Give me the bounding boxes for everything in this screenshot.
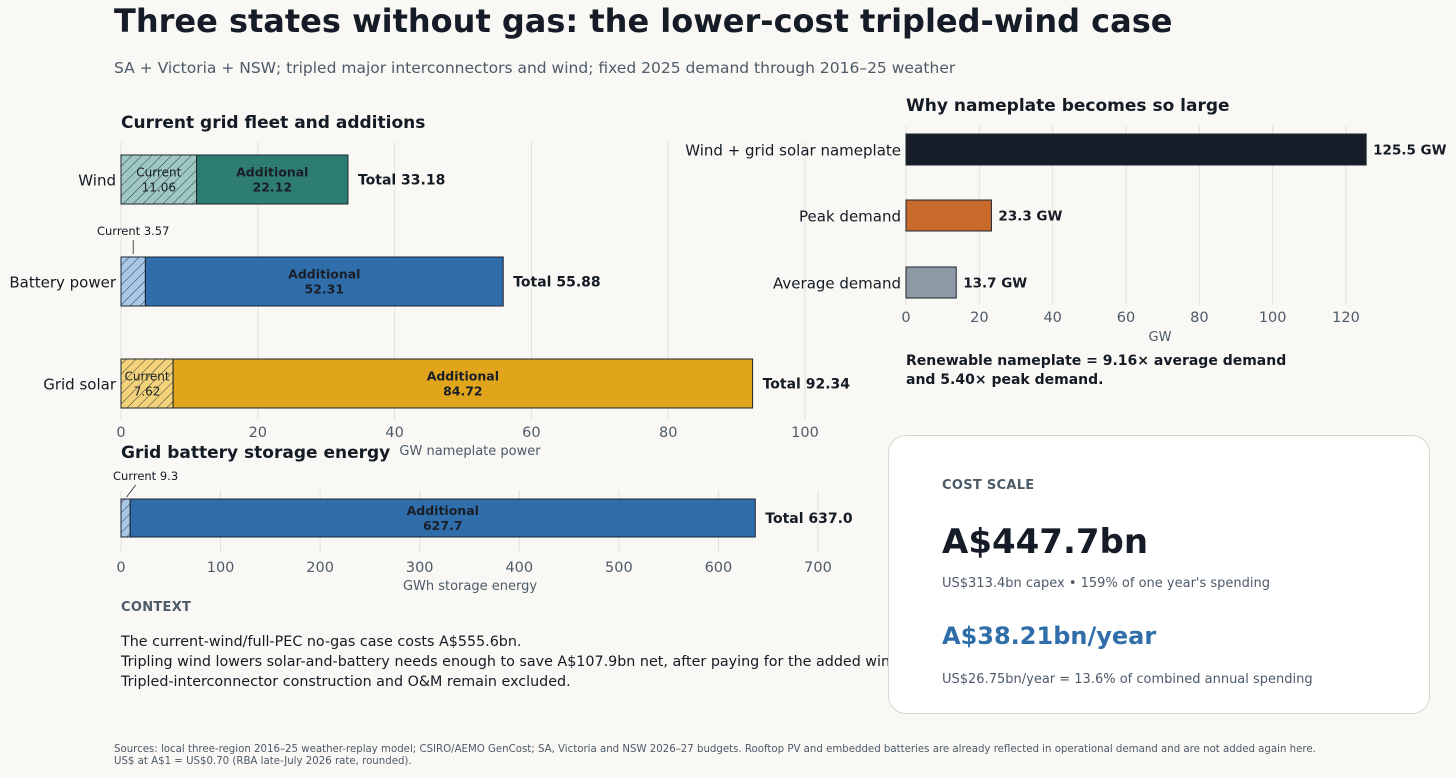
nameplate-bar <box>905 266 957 299</box>
fleet-x-tick-label: 100 <box>791 425 819 441</box>
fleet-additional-bar <box>144 256 504 307</box>
nameplate-bar <box>905 133 1367 166</box>
nameplate-x-tick-label: 40 <box>1043 310 1061 326</box>
fleet-chart-title: Current grid fleet and additions <box>121 113 425 133</box>
nameplate-x-tick-label: 120 <box>1332 310 1360 326</box>
ratio-note-line: and 5.40× peak demand. <box>906 372 1104 388</box>
fleet-additional-value: 84.72 <box>443 384 483 399</box>
fleet-additional-label: Additional <box>288 267 360 282</box>
context-heading: CONTEXT <box>121 600 192 615</box>
fleet-x-tick-label: 0 <box>116 425 125 441</box>
fleet-x-axis-label: GW nameplate power <box>399 444 541 459</box>
fleet-additional-label: Additional <box>236 165 308 180</box>
nameplate-x-axis-label: GW <box>1149 330 1172 345</box>
storage-x-tick-label: 700 <box>804 560 832 576</box>
fleet-chart: Current grid fleet and additions Wind Add… <box>9 113 850 459</box>
nameplate-value-label: 125.5 GW <box>1373 143 1446 159</box>
annual-cost-subtext: US$26.75bn/year = 13.6% of combined annu… <box>942 672 1313 687</box>
storage-current-callout: Current 9.3 <box>113 469 178 483</box>
fleet-current-label: Current <box>125 370 170 384</box>
page-title: Three states without gas: the lower-cost… <box>114 2 1173 40</box>
storage-x-tick-label: 300 <box>406 560 434 576</box>
storage-x-axis-label: GWh storage energy <box>403 579 537 594</box>
context-line: The current-wind/full-PEC no-gas case co… <box>121 634 522 650</box>
fleet-additional-bar <box>196 154 349 205</box>
ratio-note: Renewable nameplate = 9.16× average dema… <box>906 352 1326 390</box>
total-cost-subtext: US$313.4bn capex • 159% of one year's sp… <box>942 576 1271 591</box>
fleet-additional-label: Additional <box>427 369 499 384</box>
storage-x-tick-label: 100 <box>207 560 235 576</box>
nameplate-x-tick-label: 100 <box>1259 310 1287 326</box>
cost-scale-label: COST SCALE <box>942 478 1035 493</box>
fleet-category-label: Battery power <box>9 274 116 292</box>
storage-x-tick-label: 0 <box>116 560 125 576</box>
storage-additional-bar <box>129 498 756 538</box>
fleet-x-tick-label: 20 <box>249 425 267 441</box>
nameplate-category-label: Peak demand <box>799 208 901 226</box>
fleet-additional-value: 22.12 <box>253 180 293 195</box>
fleet-total-label: Total 92.34 <box>763 377 851 393</box>
fleet-additional-bar <box>172 358 754 409</box>
nameplate-value-label: 23.3 GW <box>998 209 1062 225</box>
nameplate-x-tick-label: 80 <box>1190 310 1208 326</box>
fleet-current-hatch <box>120 154 198 205</box>
sources-line: US$ at A$1 = US$0.70 (RBA late-July 2026… <box>114 756 412 767</box>
nameplate-x-tick-label: 60 <box>1117 310 1135 326</box>
fleet-total-label: Total 33.18 <box>358 173 445 189</box>
fleet-additional-value: 52.31 <box>305 282 345 297</box>
total-cost-value: A$447.7bn <box>942 522 1149 562</box>
nameplate-x-tick-label: 20 <box>970 310 988 326</box>
nameplate-bar <box>905 199 992 232</box>
ratio-note-line: Renewable nameplate = 9.16× average dema… <box>906 353 1287 369</box>
fleet-current-hatch <box>120 256 146 307</box>
sources-line: Sources: local three-region 2016–25 weat… <box>114 744 1316 755</box>
storage-additional-value: 627.7 <box>423 518 463 533</box>
fleet-current-value: 7.62 <box>134 385 161 399</box>
page-subtitle: SA + Victoria + NSW; tripled major inter… <box>114 59 956 77</box>
fleet-current-hatch <box>120 358 174 409</box>
annual-cost-value: A$38.21bn/year <box>942 622 1157 650</box>
fleet-category-label: Grid solar <box>43 376 117 394</box>
storage-x-tick-label: 200 <box>306 560 334 576</box>
nameplate-category-label: Average demand <box>773 275 901 293</box>
fleet-current-value: 11.06 <box>142 181 176 195</box>
storage-current-hatch <box>120 498 131 538</box>
fleet-x-tick-label: 60 <box>522 425 540 441</box>
cost-scale-card: COST SCALE A$447.7bn US$313.4bn capex • … <box>888 435 1430 714</box>
nameplate-chart: Why nameplate becomes so large Wind + gr… <box>685 96 1446 345</box>
nameplate-chart-title: Why nameplate becomes so large <box>906 96 1230 116</box>
fleet-current-callout: Current 3.57 <box>97 224 169 238</box>
storage-additional-label: Additional <box>407 503 479 518</box>
context-line: Tripling wind lowers solar-and-battery n… <box>121 654 904 670</box>
storage-x-tick-label: 500 <box>605 560 633 576</box>
fleet-x-tick-label: 80 <box>659 425 677 441</box>
fleet-category-label: Wind <box>78 172 116 190</box>
fleet-x-tick-label: 40 <box>385 425 403 441</box>
storage-x-tick-label: 400 <box>505 560 533 576</box>
storage-x-tick-label: 600 <box>705 560 733 576</box>
fleet-total-label: Total 55.88 <box>513 275 600 291</box>
storage-total-label: Total 637.0 <box>765 511 853 527</box>
storage-callout-leader <box>126 484 136 498</box>
fleet-current-label: Current <box>136 166 181 180</box>
nameplate-category-label: Wind + grid solar nameplate <box>685 142 901 160</box>
nameplate-x-tick-label: 0 <box>901 310 910 326</box>
context-line: Tripled-interconnector construction and … <box>121 674 571 690</box>
storage-chart: Grid battery storage energy Additional62… <box>113 443 853 594</box>
storage-chart-title: Grid battery storage energy <box>121 443 390 463</box>
nameplate-value-label: 13.7 GW <box>963 276 1027 292</box>
